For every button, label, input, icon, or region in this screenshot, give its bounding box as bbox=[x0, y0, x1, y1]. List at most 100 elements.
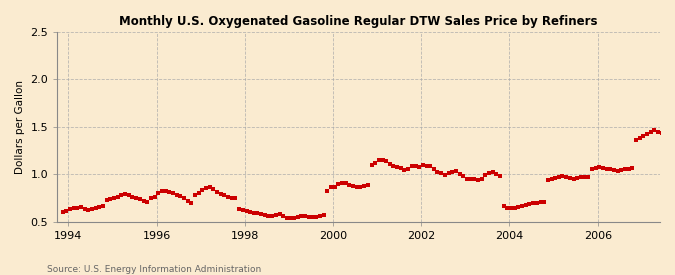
Point bbox=[68, 206, 79, 211]
Point bbox=[495, 174, 506, 178]
Point bbox=[197, 188, 208, 192]
Point bbox=[447, 170, 458, 175]
Point bbox=[502, 205, 513, 210]
Point bbox=[215, 192, 226, 196]
Point bbox=[241, 209, 252, 213]
Point bbox=[296, 214, 307, 218]
Point bbox=[392, 164, 402, 169]
Point bbox=[498, 204, 509, 208]
Point bbox=[318, 212, 329, 217]
Point bbox=[175, 194, 186, 198]
Point bbox=[281, 216, 292, 220]
Point bbox=[230, 196, 241, 200]
Point bbox=[377, 158, 388, 162]
Point bbox=[134, 197, 145, 201]
Point bbox=[660, 130, 671, 135]
Point bbox=[223, 195, 234, 199]
Point bbox=[57, 210, 68, 214]
Point bbox=[642, 132, 653, 136]
Point bbox=[483, 171, 494, 175]
Point bbox=[105, 197, 116, 201]
Point bbox=[278, 214, 289, 218]
Point bbox=[468, 177, 479, 182]
Point bbox=[370, 160, 381, 165]
Point bbox=[201, 186, 212, 191]
Point bbox=[543, 178, 554, 182]
Point bbox=[94, 205, 105, 210]
Point bbox=[86, 207, 97, 211]
Point bbox=[381, 159, 392, 164]
Title: Monthly U.S. Oxygenated Gasoline Regular DTW Sales Price by Refiners: Monthly U.S. Oxygenated Gasoline Regular… bbox=[119, 15, 598, 28]
Point bbox=[421, 164, 432, 168]
Point bbox=[605, 167, 616, 172]
Point bbox=[601, 167, 612, 171]
Point bbox=[307, 215, 318, 220]
Point bbox=[623, 166, 634, 171]
Point bbox=[550, 176, 561, 180]
Point bbox=[462, 176, 472, 181]
Point bbox=[539, 199, 549, 204]
Point bbox=[259, 213, 270, 218]
Point bbox=[403, 166, 414, 171]
Point bbox=[325, 185, 336, 189]
Point bbox=[576, 175, 587, 179]
Point bbox=[531, 200, 542, 205]
Y-axis label: Dollars per Gallon: Dollars per Gallon bbox=[15, 80, 25, 174]
Point bbox=[587, 167, 597, 172]
Point bbox=[234, 207, 244, 211]
Point bbox=[627, 166, 638, 170]
Point bbox=[638, 134, 649, 138]
Point bbox=[516, 204, 527, 208]
Point bbox=[594, 165, 605, 170]
Point bbox=[671, 128, 675, 132]
Point bbox=[620, 167, 630, 172]
Point bbox=[274, 212, 285, 216]
Point bbox=[286, 216, 296, 220]
Point bbox=[179, 195, 190, 200]
Point bbox=[116, 193, 127, 197]
Point bbox=[256, 212, 267, 216]
Point bbox=[72, 205, 82, 210]
Point bbox=[322, 189, 333, 193]
Point bbox=[454, 172, 465, 176]
Point bbox=[119, 191, 130, 196]
Point bbox=[561, 175, 572, 179]
Point bbox=[208, 187, 219, 192]
Point bbox=[616, 168, 626, 172]
Point bbox=[193, 191, 204, 196]
Point bbox=[520, 203, 531, 207]
Point bbox=[289, 216, 300, 221]
Point bbox=[300, 214, 310, 219]
Point bbox=[182, 199, 193, 203]
Point bbox=[373, 158, 384, 163]
Point bbox=[362, 183, 373, 188]
Point bbox=[564, 176, 575, 180]
Point bbox=[568, 177, 579, 181]
Point bbox=[153, 191, 163, 195]
Point bbox=[171, 192, 182, 197]
Point bbox=[149, 195, 160, 199]
Point bbox=[510, 206, 520, 210]
Point bbox=[205, 185, 215, 189]
Point bbox=[138, 199, 149, 203]
Point bbox=[487, 170, 498, 175]
Point bbox=[340, 181, 351, 186]
Point bbox=[410, 164, 421, 169]
Point bbox=[388, 163, 399, 168]
Point bbox=[127, 195, 138, 199]
Point bbox=[418, 163, 429, 167]
Point bbox=[399, 167, 410, 172]
Point bbox=[310, 215, 321, 219]
Point bbox=[653, 129, 664, 134]
Point bbox=[546, 177, 557, 181]
Point bbox=[90, 206, 101, 210]
Point bbox=[109, 196, 119, 200]
Point bbox=[414, 165, 425, 169]
Point bbox=[557, 174, 568, 178]
Point bbox=[406, 164, 417, 168]
Point bbox=[668, 128, 675, 133]
Point bbox=[248, 210, 259, 215]
Point bbox=[465, 177, 476, 181]
Point bbox=[506, 206, 516, 211]
Point bbox=[366, 163, 377, 167]
